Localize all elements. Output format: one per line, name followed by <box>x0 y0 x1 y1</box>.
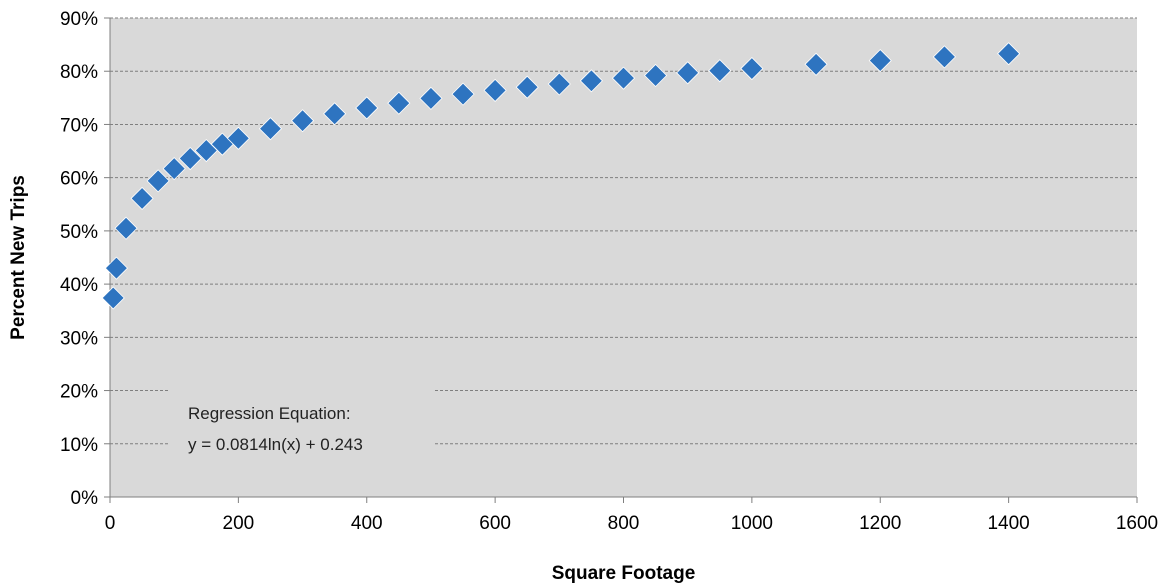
y-tick-label-6: 60% <box>60 169 98 190</box>
data-point-12 <box>323 102 347 126</box>
data-point-26 <box>804 52 828 76</box>
data-point-11 <box>290 109 315 133</box>
data-point-6 <box>178 146 202 171</box>
x-tick-label-3: 600 <box>479 513 511 534</box>
x-tick-label-4: 800 <box>608 513 640 534</box>
y-tick-label-5: 50% <box>60 222 98 243</box>
x-tick-label-8: 1600 <box>1116 513 1158 534</box>
data-point-21 <box>611 66 636 90</box>
x-axis-title: Square Footage <box>552 563 696 584</box>
data-point-25 <box>740 56 764 81</box>
data-point-16 <box>451 82 475 106</box>
data-point-15 <box>419 86 443 110</box>
data-point-9 <box>226 126 250 150</box>
data-point-29 <box>997 42 1021 66</box>
data-point-5 <box>162 157 186 181</box>
data-point-19 <box>547 72 571 96</box>
data-point-17 <box>483 78 507 102</box>
data-point-23 <box>676 61 700 85</box>
regression-annotation-equation: y = 0.0814ln(x) + 0.243 <box>188 435 363 454</box>
data-point-0 <box>101 286 125 310</box>
y-tick-label-8: 80% <box>60 62 98 83</box>
x-axis-ticks: 0 200 400 600 800 1000 1200 1400 1600 <box>105 497 1158 534</box>
x-tick-label-0: 0 <box>105 513 116 534</box>
y-tick-label-1: 10% <box>60 435 98 456</box>
data-point-18 <box>515 75 539 99</box>
data-point-22 <box>644 63 668 88</box>
data-point-10 <box>258 117 283 141</box>
y-axis-ticks: 0% 10% 20% 30% 40% 50% 60% 70% 80% 90% <box>60 9 110 509</box>
data-point-1 <box>104 256 128 280</box>
data-point-4 <box>146 169 170 193</box>
data-points <box>101 42 1021 310</box>
y-tick-label-4: 40% <box>60 275 98 296</box>
y-tick-label-0: 0% <box>71 488 99 509</box>
regression-annotation-title: Regression Equation: <box>188 404 351 423</box>
x-tick-label-2: 400 <box>351 513 383 534</box>
y-axis-title: Percent New Trips <box>8 175 29 340</box>
data-point-28 <box>932 45 957 69</box>
data-point-27 <box>868 49 892 73</box>
regression-annotation: Regression Equation: y = 0.0814ln(x) + 0… <box>168 385 434 465</box>
data-point-3 <box>130 186 154 210</box>
regression-annotation-background <box>168 385 434 465</box>
data-point-14 <box>387 91 411 115</box>
y-tick-label-9: 90% <box>60 9 98 30</box>
data-point-24 <box>708 59 732 83</box>
y-tick-label-7: 70% <box>60 115 98 136</box>
x-tick-label-1: 200 <box>223 513 255 534</box>
x-tick-label-7: 1400 <box>987 513 1029 534</box>
x-tick-label-5: 1000 <box>731 513 773 534</box>
y-tick-label-2: 20% <box>60 382 98 403</box>
data-point-2 <box>114 216 138 240</box>
x-tick-label-6: 1200 <box>859 513 901 534</box>
data-point-20 <box>579 69 603 93</box>
data-point-13 <box>355 96 379 120</box>
y-tick-label-3: 30% <box>60 328 98 349</box>
